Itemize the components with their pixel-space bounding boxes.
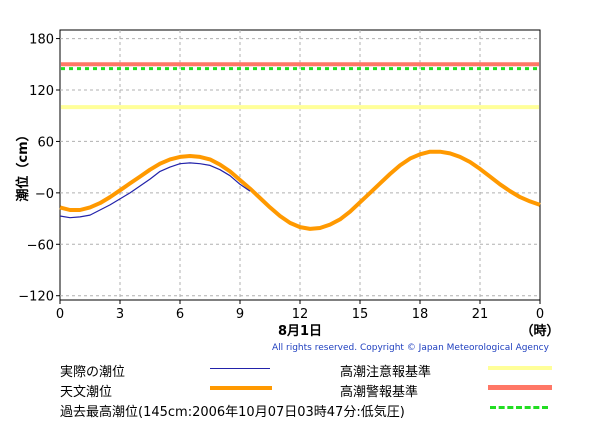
x-tick-label: 0 xyxy=(536,307,544,322)
legend-warning-label: 高潮警報基準 xyxy=(340,385,419,400)
y-tick-label: −60 xyxy=(27,238,54,253)
legend-astro-swatch xyxy=(210,386,272,390)
legend-actual-label: 実際の潮位 xyxy=(60,365,126,380)
x-tick-label: 6 xyxy=(176,307,184,322)
x-tick-label: 18 xyxy=(412,307,429,322)
x-tick-label: 21 xyxy=(472,307,489,322)
date-label: 8月1日 xyxy=(278,324,322,339)
y-tick-label: 60 xyxy=(37,135,54,150)
series-line xyxy=(59,149,541,231)
copyright-text: All rights reserved. Copyright © Japan M… xyxy=(272,343,549,353)
legend-actual-swatch xyxy=(210,368,270,369)
legend-warning-swatch xyxy=(488,385,552,390)
x-tick-label: 3 xyxy=(116,307,124,322)
y-tick-label: 180 xyxy=(29,33,54,48)
y-tick-label: 120 xyxy=(29,84,54,99)
legend-astro-label: 天文潮位 xyxy=(60,385,113,400)
legend-record-swatch xyxy=(490,406,548,409)
y-axis-label: 潮位（cm） xyxy=(15,128,31,201)
legend-caution-swatch xyxy=(488,366,552,370)
legend-caution-label: 高潮注意報基準 xyxy=(340,365,432,380)
legend-record-label: 過去最高潮位(145cm:2006年10月07日03時47分:低気圧) xyxy=(60,405,405,420)
series-line xyxy=(59,162,251,219)
y-tick-label: −0 xyxy=(35,187,54,202)
y-tick-label: −120 xyxy=(18,290,54,305)
x-tick-label: 0 xyxy=(56,307,64,322)
x-tick-label: 9 xyxy=(236,307,244,322)
x-tick-label: 12 xyxy=(292,307,309,322)
x-unit-label: （時） xyxy=(520,323,559,339)
x-tick-label: 15 xyxy=(352,307,369,322)
